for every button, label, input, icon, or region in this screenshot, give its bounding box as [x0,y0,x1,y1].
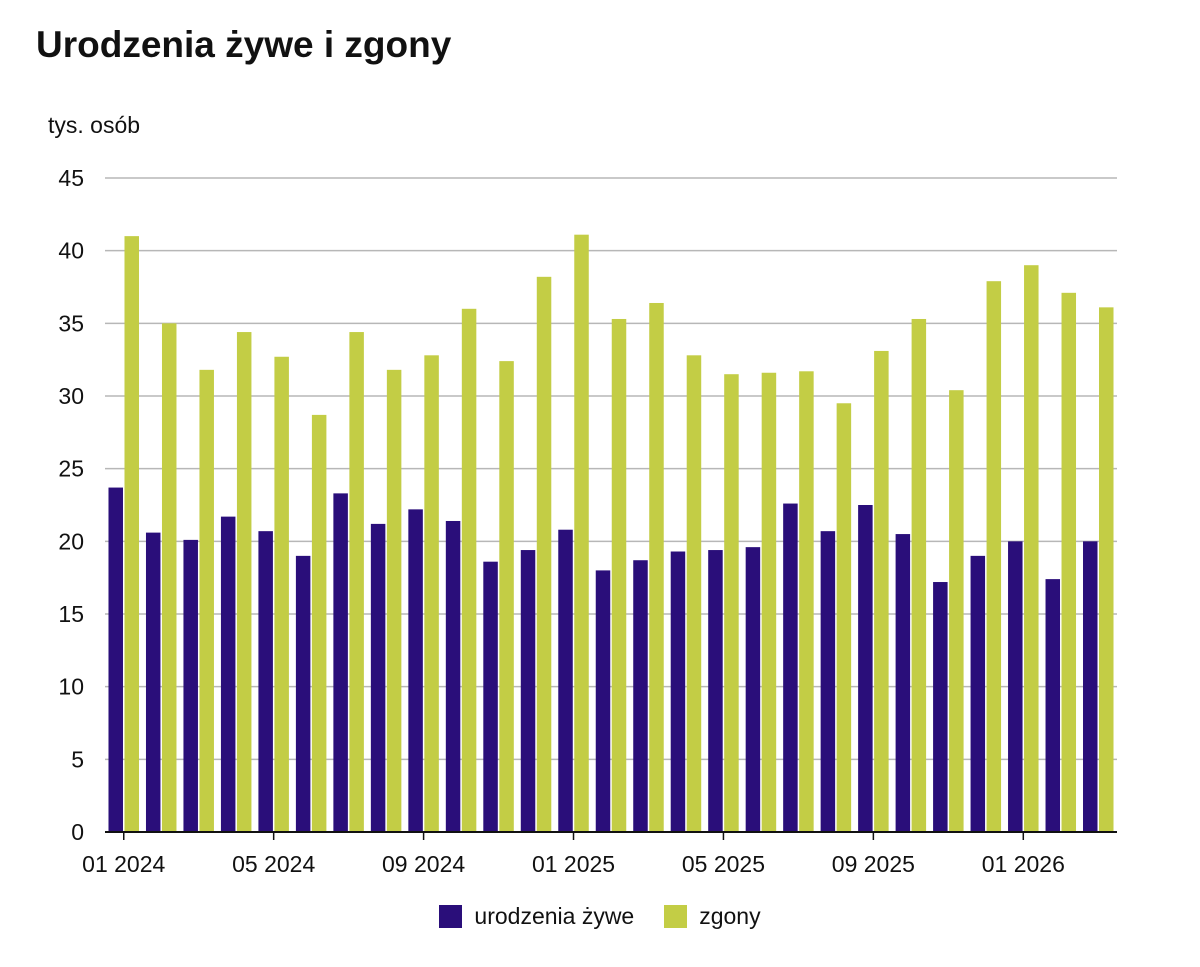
bar-births[interactable] [820,531,836,832]
y-tick-label: 0 [71,819,84,845]
bar-births[interactable] [295,555,311,832]
bar-deaths[interactable] [799,371,814,832]
y-tick-label: 15 [58,601,84,627]
y-tick-label: 5 [71,746,84,772]
x-tick-label: 05 2025 [682,851,765,877]
legend-swatch-births [439,905,463,928]
bar-births[interactable] [1083,541,1098,832]
bar-deaths[interactable] [1024,265,1039,832]
grid-lines [105,177,1117,761]
bar-births[interactable] [783,503,798,832]
bar-births[interactable] [108,487,123,832]
bar-deaths[interactable] [649,302,664,832]
bar-deaths[interactable] [949,390,964,832]
bar-births[interactable] [183,539,198,832]
y-tick-label: 25 [58,456,84,482]
bar-births[interactable] [895,534,911,832]
bar-deaths[interactable] [536,276,552,832]
x-tick-label: 01 2026 [982,851,1065,877]
y-tick-label: 40 [58,238,84,264]
chart-title: Urodzenia żywe i zgony [36,24,452,65]
bar-births[interactable] [258,531,273,832]
x-tick-label: 01 2024 [82,851,165,877]
bar-deaths[interactable] [499,361,514,832]
bar-deaths[interactable] [574,234,589,832]
y-axis-ticks: 0 5 10 15 20 25 30 35 40 45 [58,165,84,845]
bar-deaths[interactable] [236,332,252,832]
y-tick-label: 30 [58,383,84,409]
bar-births[interactable] [970,555,986,832]
bar-births[interactable] [708,550,723,832]
bar-deaths[interactable] [349,332,364,832]
bar-deaths[interactable] [724,374,739,832]
legend: urodzenia żywe zgony [0,903,1200,930]
bar-deaths[interactable] [911,318,927,832]
x-axis-ticks: 01 2024 05 2024 09 2024 01 2025 05 2025 09 20… [82,832,1065,877]
bar-deaths[interactable] [611,318,627,832]
bar-births[interactable] [558,529,573,832]
bar-births[interactable] [858,505,873,832]
y-tick-label: 45 [58,165,84,191]
bar-deaths[interactable] [461,308,477,832]
bar-deaths[interactable] [1061,292,1077,832]
y-tick-label: 10 [58,674,84,700]
y-tick-label: 35 [58,310,84,336]
x-tick-label: 05 2024 [232,851,315,877]
bar-deaths[interactable] [199,369,214,832]
legend-swatch-deaths [664,905,688,928]
y-tick-label: 20 [58,528,84,554]
bar-deaths[interactable] [986,281,1002,833]
bar-deaths[interactable] [874,350,889,832]
bar-deaths[interactable] [836,403,852,832]
bar-births[interactable] [670,551,686,832]
bar-births[interactable] [1008,541,1023,832]
bar-deaths[interactable] [161,323,177,832]
y-axis-label: tys. osób [48,112,141,138]
bar-births[interactable] [745,547,761,832]
bar-deaths[interactable] [311,414,327,832]
bar-births[interactable] [145,532,161,832]
bars [108,234,1114,833]
x-tick-label: 09 2025 [832,851,915,877]
bar-births[interactable] [933,582,948,832]
bar-births[interactable] [633,560,648,832]
bar-births[interactable] [595,570,611,832]
bar-deaths[interactable] [424,355,439,832]
legend-label-births: urodzenia żywe [474,903,635,929]
bar-births[interactable] [520,550,536,832]
bar-deaths[interactable] [274,356,289,832]
legend-item-births[interactable]: urodzenia żywe [439,903,634,930]
legend-item-deaths[interactable]: zgony [664,903,761,930]
bar-births[interactable] [483,561,498,832]
bar-births[interactable] [445,520,461,832]
bar-deaths[interactable] [761,372,777,832]
bar-deaths[interactable] [686,355,702,832]
bar-deaths[interactable] [124,236,139,833]
bar-deaths[interactable] [386,369,402,832]
bar-births[interactable] [370,523,386,832]
bar-births[interactable] [408,509,423,832]
bar-deaths[interactable] [1099,307,1114,832]
legend-label-deaths: zgony [699,903,761,929]
bar-births[interactable] [333,493,348,832]
bar-births[interactable] [220,516,236,832]
x-tick-label: 01 2025 [532,851,615,877]
bar-births[interactable] [1045,579,1061,832]
x-tick-label: 09 2024 [382,851,465,877]
